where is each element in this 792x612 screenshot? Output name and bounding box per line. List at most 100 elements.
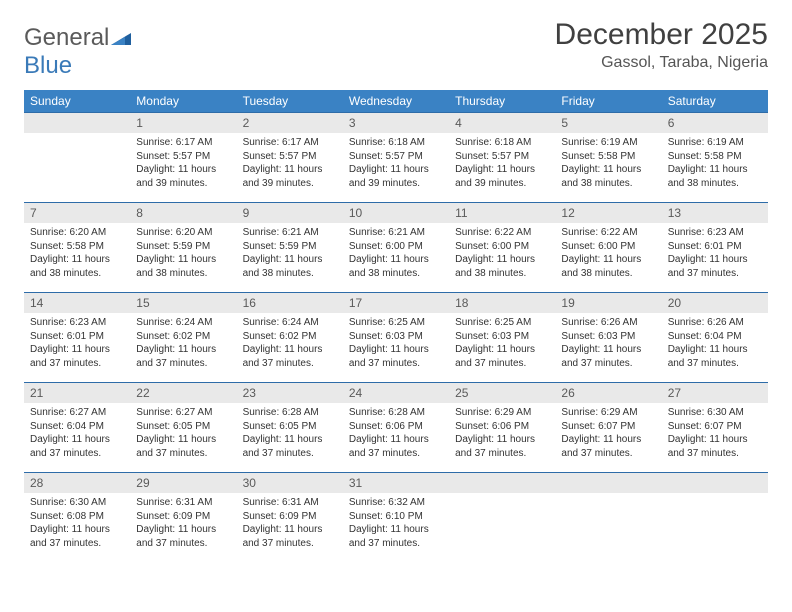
weekday-header: Saturday — [662, 90, 768, 113]
day-number: 27 — [662, 383, 768, 403]
weekday-header: Friday — [555, 90, 661, 113]
logo: GeneralBlue — [24, 18, 131, 80]
day-number: 25 — [449, 383, 555, 403]
day-number: 21 — [24, 383, 130, 403]
day-body-empty — [555, 493, 661, 543]
day-number: 26 — [555, 383, 661, 403]
calendar-day-cell — [555, 473, 661, 563]
day-body: Sunrise: 6:28 AMSunset: 6:05 PMDaylight:… — [237, 403, 343, 466]
logo-word1: General — [24, 24, 109, 51]
day-number: 24 — [343, 383, 449, 403]
calendar-week-row: 21Sunrise: 6:27 AMSunset: 6:04 PMDayligh… — [24, 383, 768, 473]
day-body-empty — [662, 493, 768, 543]
day-number-empty — [555, 473, 661, 493]
calendar-day-cell: 10Sunrise: 6:21 AMSunset: 6:00 PMDayligh… — [343, 203, 449, 293]
calendar-day-cell: 28Sunrise: 6:30 AMSunset: 6:08 PMDayligh… — [24, 473, 130, 563]
logo-text: GeneralBlue — [24, 24, 131, 80]
calendar-day-cell: 1Sunrise: 6:17 AMSunset: 5:57 PMDaylight… — [130, 113, 236, 203]
day-body: Sunrise: 6:21 AMSunset: 6:00 PMDaylight:… — [343, 223, 449, 286]
calendar-day-cell: 3Sunrise: 6:18 AMSunset: 5:57 PMDaylight… — [343, 113, 449, 203]
calendar-day-cell: 30Sunrise: 6:31 AMSunset: 6:09 PMDayligh… — [237, 473, 343, 563]
day-body: Sunrise: 6:31 AMSunset: 6:09 PMDaylight:… — [237, 493, 343, 556]
day-number-empty — [449, 473, 555, 493]
calendar-day-cell: 29Sunrise: 6:31 AMSunset: 6:09 PMDayligh… — [130, 473, 236, 563]
weekday-header: Tuesday — [237, 90, 343, 113]
title-block: December 2025 Gassol, Taraba, Nigeria — [555, 18, 768, 72]
day-body: Sunrise: 6:23 AMSunset: 6:01 PMDaylight:… — [662, 223, 768, 286]
logo-triangle-icon — [111, 24, 131, 52]
calendar-week-row: 1Sunrise: 6:17 AMSunset: 5:57 PMDaylight… — [24, 113, 768, 203]
day-body: Sunrise: 6:28 AMSunset: 6:06 PMDaylight:… — [343, 403, 449, 466]
calendar-day-cell: 17Sunrise: 6:25 AMSunset: 6:03 PMDayligh… — [343, 293, 449, 383]
day-number: 14 — [24, 293, 130, 313]
day-number: 11 — [449, 203, 555, 223]
day-number: 31 — [343, 473, 449, 493]
calendar-day-cell — [449, 473, 555, 563]
day-body: Sunrise: 6:19 AMSunset: 5:58 PMDaylight:… — [662, 133, 768, 196]
weekday-header: Monday — [130, 90, 236, 113]
day-number: 10 — [343, 203, 449, 223]
calendar-week-row: 14Sunrise: 6:23 AMSunset: 6:01 PMDayligh… — [24, 293, 768, 383]
day-number: 20 — [662, 293, 768, 313]
calendar-week-row: 7Sunrise: 6:20 AMSunset: 5:58 PMDaylight… — [24, 203, 768, 293]
day-number: 6 — [662, 113, 768, 133]
day-number: 23 — [237, 383, 343, 403]
location: Gassol, Taraba, Nigeria — [555, 54, 768, 72]
calendar-day-cell — [662, 473, 768, 563]
day-number: 2 — [237, 113, 343, 133]
calendar-header-row: SundayMondayTuesdayWednesdayThursdayFrid… — [24, 90, 768, 113]
calendar-day-cell: 26Sunrise: 6:29 AMSunset: 6:07 PMDayligh… — [555, 383, 661, 473]
calendar-day-cell: 20Sunrise: 6:26 AMSunset: 6:04 PMDayligh… — [662, 293, 768, 383]
day-number: 12 — [555, 203, 661, 223]
month-title: December 2025 — [555, 18, 768, 52]
day-number: 13 — [662, 203, 768, 223]
calendar-day-cell: 11Sunrise: 6:22 AMSunset: 6:00 PMDayligh… — [449, 203, 555, 293]
day-body: Sunrise: 6:30 AMSunset: 6:07 PMDaylight:… — [662, 403, 768, 466]
day-body-empty — [24, 133, 130, 183]
day-number: 17 — [343, 293, 449, 313]
day-body: Sunrise: 6:31 AMSunset: 6:09 PMDaylight:… — [130, 493, 236, 556]
day-number: 18 — [449, 293, 555, 313]
day-body: Sunrise: 6:17 AMSunset: 5:57 PMDaylight:… — [130, 133, 236, 196]
day-body: Sunrise: 6:27 AMSunset: 6:05 PMDaylight:… — [130, 403, 236, 466]
calendar-day-cell: 12Sunrise: 6:22 AMSunset: 6:00 PMDayligh… — [555, 203, 661, 293]
calendar-day-cell: 6Sunrise: 6:19 AMSunset: 5:58 PMDaylight… — [662, 113, 768, 203]
day-number: 16 — [237, 293, 343, 313]
day-body: Sunrise: 6:25 AMSunset: 6:03 PMDaylight:… — [343, 313, 449, 376]
day-body: Sunrise: 6:20 AMSunset: 5:59 PMDaylight:… — [130, 223, 236, 286]
calendar-day-cell: 14Sunrise: 6:23 AMSunset: 6:01 PMDayligh… — [24, 293, 130, 383]
calendar-day-cell: 23Sunrise: 6:28 AMSunset: 6:05 PMDayligh… — [237, 383, 343, 473]
day-body: Sunrise: 6:32 AMSunset: 6:10 PMDaylight:… — [343, 493, 449, 556]
day-body: Sunrise: 6:19 AMSunset: 5:58 PMDaylight:… — [555, 133, 661, 196]
day-body: Sunrise: 6:25 AMSunset: 6:03 PMDaylight:… — [449, 313, 555, 376]
day-number: 19 — [555, 293, 661, 313]
day-body: Sunrise: 6:18 AMSunset: 5:57 PMDaylight:… — [449, 133, 555, 196]
day-body: Sunrise: 6:26 AMSunset: 6:04 PMDaylight:… — [662, 313, 768, 376]
day-number-empty — [24, 113, 130, 133]
calendar-day-cell: 13Sunrise: 6:23 AMSunset: 6:01 PMDayligh… — [662, 203, 768, 293]
day-number: 30 — [237, 473, 343, 493]
day-body: Sunrise: 6:24 AMSunset: 6:02 PMDaylight:… — [237, 313, 343, 376]
day-number: 4 — [449, 113, 555, 133]
day-body: Sunrise: 6:27 AMSunset: 6:04 PMDaylight:… — [24, 403, 130, 466]
calendar-day-cell: 8Sunrise: 6:20 AMSunset: 5:59 PMDaylight… — [130, 203, 236, 293]
day-number: 1 — [130, 113, 236, 133]
day-number: 22 — [130, 383, 236, 403]
calendar-day-cell: 5Sunrise: 6:19 AMSunset: 5:58 PMDaylight… — [555, 113, 661, 203]
day-body: Sunrise: 6:24 AMSunset: 6:02 PMDaylight:… — [130, 313, 236, 376]
day-number: 5 — [555, 113, 661, 133]
calendar-day-cell: 18Sunrise: 6:25 AMSunset: 6:03 PMDayligh… — [449, 293, 555, 383]
calendar-day-cell: 22Sunrise: 6:27 AMSunset: 6:05 PMDayligh… — [130, 383, 236, 473]
calendar-day-cell: 7Sunrise: 6:20 AMSunset: 5:58 PMDaylight… — [24, 203, 130, 293]
day-number: 29 — [130, 473, 236, 493]
day-body-empty — [449, 493, 555, 543]
calendar-day-cell: 4Sunrise: 6:18 AMSunset: 5:57 PMDaylight… — [449, 113, 555, 203]
day-body: Sunrise: 6:22 AMSunset: 6:00 PMDaylight:… — [449, 223, 555, 286]
calendar-day-cell: 21Sunrise: 6:27 AMSunset: 6:04 PMDayligh… — [24, 383, 130, 473]
day-number: 15 — [130, 293, 236, 313]
day-body: Sunrise: 6:21 AMSunset: 5:59 PMDaylight:… — [237, 223, 343, 286]
logo-word2: Blue — [24, 52, 72, 79]
day-body: Sunrise: 6:29 AMSunset: 6:06 PMDaylight:… — [449, 403, 555, 466]
calendar-day-cell — [24, 113, 130, 203]
calendar-day-cell: 31Sunrise: 6:32 AMSunset: 6:10 PMDayligh… — [343, 473, 449, 563]
